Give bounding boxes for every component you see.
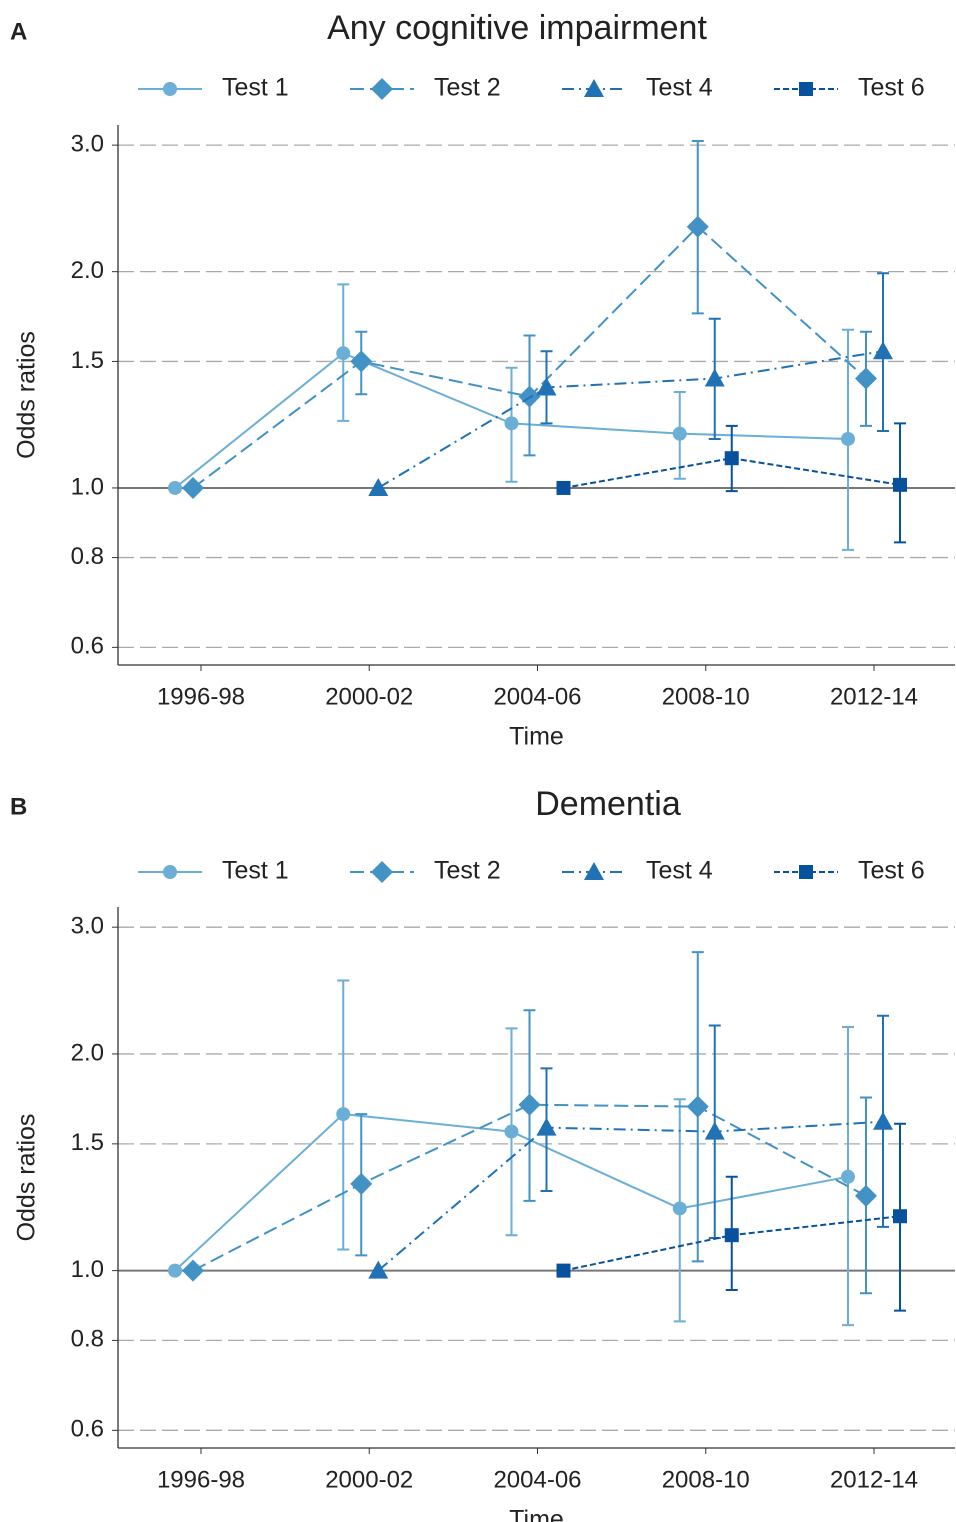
- data-point: [556, 480, 571, 495]
- data-point: [556, 1263, 571, 1278]
- legend-label: Test 4: [646, 74, 713, 102]
- x-tick-label: 2004-06: [493, 1466, 581, 1493]
- y-axis-label: Odds ratios: [13, 331, 41, 459]
- y-axis-label: Odds ratios: [13, 1114, 41, 1242]
- legend-marker: [584, 862, 604, 880]
- data-point: [536, 1117, 557, 1136]
- data-point: [686, 215, 709, 238]
- legend-marker: [584, 79, 604, 97]
- y-tick-label: 1.0: [71, 473, 104, 500]
- data-point: [841, 431, 855, 446]
- y-tick-label: 2.0: [71, 257, 104, 284]
- data-point: [893, 477, 907, 492]
- y-tick-label: 0.8: [71, 1326, 104, 1353]
- x-tick-label: 2008-10: [662, 1466, 750, 1493]
- data-point: [893, 1209, 907, 1224]
- y-tick-label: 0.6: [71, 633, 104, 660]
- data-point: [724, 1228, 739, 1243]
- y-tick-label: 0.6: [71, 1416, 104, 1443]
- data-point: [873, 341, 893, 360]
- data-point: [841, 1169, 855, 1184]
- legend-marker: [799, 865, 813, 879]
- legend-marker: [163, 82, 177, 96]
- data-point: [336, 346, 351, 361]
- data-point: [504, 416, 519, 431]
- y-tick-label: 1.5: [71, 1129, 104, 1156]
- data-point: [855, 367, 877, 390]
- data-point: [672, 426, 687, 441]
- legend-marker: [371, 78, 393, 100]
- data-point: [518, 1093, 541, 1116]
- legend-label: Test 4: [646, 857, 713, 885]
- y-tick-label: 1.5: [71, 347, 104, 374]
- data-point: [182, 476, 204, 499]
- y-tick-label: 3.0: [71, 913, 104, 940]
- x-axis-label: Time: [509, 723, 564, 751]
- legend-marker: [163, 865, 177, 879]
- series-line: [377, 1120, 884, 1272]
- legend-label: Test 2: [434, 74, 501, 102]
- x-tick-label: 2008-10: [662, 683, 750, 710]
- data-point: [855, 1184, 877, 1207]
- x-tick-label: 2012-14: [830, 683, 918, 710]
- data-point: [368, 477, 389, 496]
- series-line: [192, 1103, 867, 1272]
- x-tick-label: 1996-98: [157, 1466, 245, 1493]
- chart-title: Any cognitive impairment: [327, 9, 707, 47]
- data-point: [686, 1095, 709, 1118]
- x-tick-label: 2000-02: [325, 1466, 413, 1493]
- data-point: [724, 451, 739, 466]
- legend-label: Test 2: [434, 857, 501, 885]
- legend-label: Test 1: [222, 74, 289, 102]
- panel-label: B: [10, 793, 27, 820]
- data-point: [182, 1259, 204, 1282]
- legend-label: Test 6: [858, 74, 925, 102]
- legend-marker: [371, 861, 393, 883]
- data-point: [368, 1260, 389, 1279]
- data-point: [168, 1263, 182, 1278]
- data-point: [704, 1121, 725, 1140]
- data-point: [704, 368, 725, 387]
- y-tick-label: 3.0: [71, 130, 104, 157]
- legend-label: Test 1: [222, 857, 289, 885]
- data-point: [350, 350, 373, 373]
- data-point: [672, 1201, 687, 1216]
- series-line: [377, 350, 884, 489]
- panel-label: A: [10, 18, 27, 45]
- data-point: [336, 1107, 351, 1122]
- data-point: [873, 1111, 893, 1130]
- series-line: [563, 457, 901, 489]
- data-point: [504, 1124, 519, 1139]
- chart-title: Dementia: [535, 785, 681, 823]
- data-point: [350, 1172, 373, 1195]
- data-point: [536, 377, 557, 396]
- x-tick-label: 1996-98: [157, 683, 245, 710]
- data-point: [168, 480, 182, 495]
- x-axis-label: Time: [509, 1506, 564, 1522]
- y-tick-label: 0.8: [71, 543, 104, 570]
- legend-marker: [799, 82, 813, 96]
- legend-label: Test 6: [858, 857, 925, 885]
- x-tick-label: 2012-14: [830, 1466, 918, 1493]
- y-tick-label: 2.0: [71, 1039, 104, 1066]
- x-tick-label: 2004-06: [493, 683, 581, 710]
- y-tick-label: 1.0: [71, 1256, 104, 1283]
- x-tick-label: 2000-02: [325, 683, 413, 710]
